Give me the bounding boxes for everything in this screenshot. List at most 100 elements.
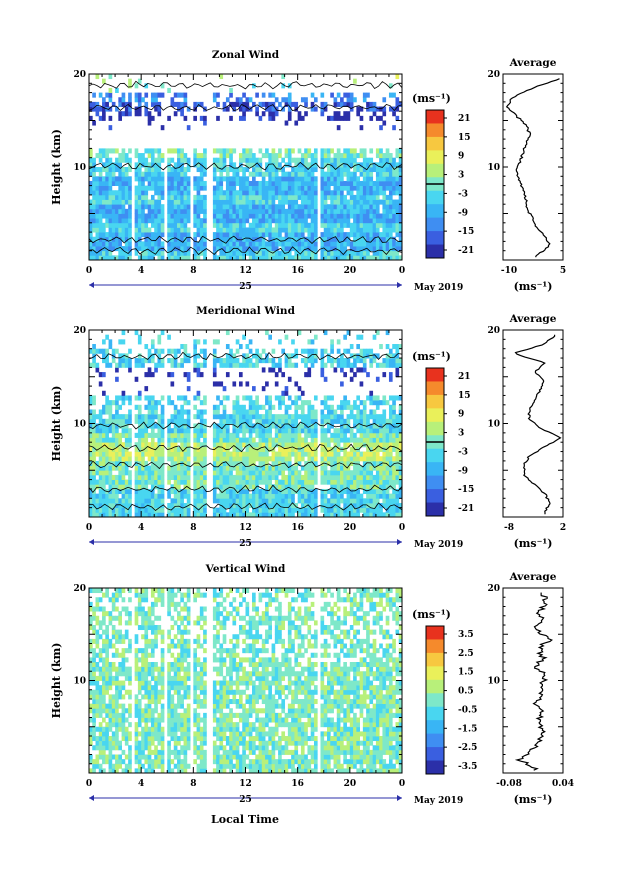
heatmap-cell [313,167,318,173]
heatmap-cell [261,185,266,191]
heatmap-cell [323,157,328,163]
heatmap-cell [252,484,256,490]
heatmap-cell [118,358,122,364]
heatmap-cell [330,437,334,443]
heatmap-cell [183,250,188,256]
heatmap-cell [170,362,175,368]
heatmap-cell [366,414,370,420]
heatmap-cell [265,460,269,466]
heatmap-cell [242,498,246,504]
heatmap-cell [193,199,197,205]
heatmap-cell [186,250,191,256]
heatmap-cell [150,162,155,168]
heatmap-cell [291,148,295,154]
heatmap-cell [297,386,302,392]
heatmap-cell [235,470,240,476]
heatmap-cell [183,208,188,214]
heatmap-cell [379,255,383,261]
heatmap-cell [268,474,272,481]
heatmap-cell [359,199,364,205]
heatmap-cell [287,428,292,434]
heatmap-cell [252,162,256,168]
heatmap-cell [304,423,308,429]
heatmap-cell [359,185,364,191]
heatmap-cell [212,218,217,224]
heatmap-cell [382,204,387,210]
heatmap-cell [362,502,367,509]
heatmap-cell [102,428,106,434]
heatmap-cell [346,428,351,434]
heatmap-cell [196,451,201,457]
heatmap-cell [385,498,390,504]
heatmap-cell [300,153,305,159]
heatmap-cell [124,432,129,438]
heatmap-cell [102,460,106,466]
heatmap-cell [89,502,93,509]
heatmap-cell [310,227,315,233]
heatmap-cell [173,479,178,485]
heatmap-cell [271,255,276,261]
heatmap-cell [343,241,347,247]
heatmap-cell [398,442,403,448]
y-tick-label: 20 [73,326,86,336]
heatmap-cell [300,465,305,471]
heatmap-cell [108,241,113,247]
heatmap-cell [121,442,126,448]
heatmap-cell [238,115,243,121]
heatmap-cell [388,404,393,410]
heatmap-cell [225,227,230,233]
heatmap-cell [349,460,354,466]
heatmap-cell [95,190,100,196]
heatmap-cell [385,199,390,205]
panel-title: Meridional Wind [196,305,295,317]
heatmap-cell [173,180,178,186]
heatmap-cell [307,404,312,410]
heatmap-cell [98,446,103,452]
heatmap-cell [141,246,145,252]
heatmap-cell [258,512,263,518]
heatmap-cell [274,222,279,228]
heatmap-cell [398,190,403,196]
heatmap-cell [134,83,139,89]
heatmap-cell [353,418,357,424]
heatmap-cell [98,470,103,476]
heatmap-cell [150,451,155,457]
heatmap-cell [330,176,334,182]
heatmap-cell [193,414,197,420]
heatmap-cell [307,488,312,495]
heatmap-cell [369,390,374,396]
heatmap-cell [252,362,256,368]
heatmap-cell [294,180,299,186]
heatmap-cell [245,353,250,359]
heatmap-cell [327,507,331,513]
heatmap-cell [300,204,305,210]
heatmap-cell [343,362,347,368]
heatmap-cell [157,111,162,117]
heatmap-cell [157,204,162,210]
heatmap-cell [346,474,351,481]
heatmap-cell [300,157,305,163]
heatmap-cell [340,222,344,228]
heatmap-cell [219,204,224,210]
heatmap-cell [216,446,220,452]
heatmap-cell [362,218,367,224]
heatmap-cell [287,176,292,182]
heatmap-cell [340,362,344,368]
heatmap-cell [385,400,390,406]
heatmap-cell [336,418,341,424]
heatmap-cell [225,190,230,196]
heatmap-cell [304,167,308,173]
heatmap-cell [258,199,263,205]
heatmap-cell [248,148,253,154]
colorbar-tick-label: -3 [458,189,468,199]
heatmap-cell [353,222,357,228]
heatmap-cell [388,204,393,210]
heatmap-cell [320,470,325,476]
heatmap-cell [287,493,292,499]
heatmap-cell [203,250,207,256]
heatmap-cell [186,409,191,415]
heatmap-cell [271,101,276,107]
heatmap-cell [137,470,142,476]
heatmap-cell [245,227,250,233]
heatmap-cell [232,190,237,196]
